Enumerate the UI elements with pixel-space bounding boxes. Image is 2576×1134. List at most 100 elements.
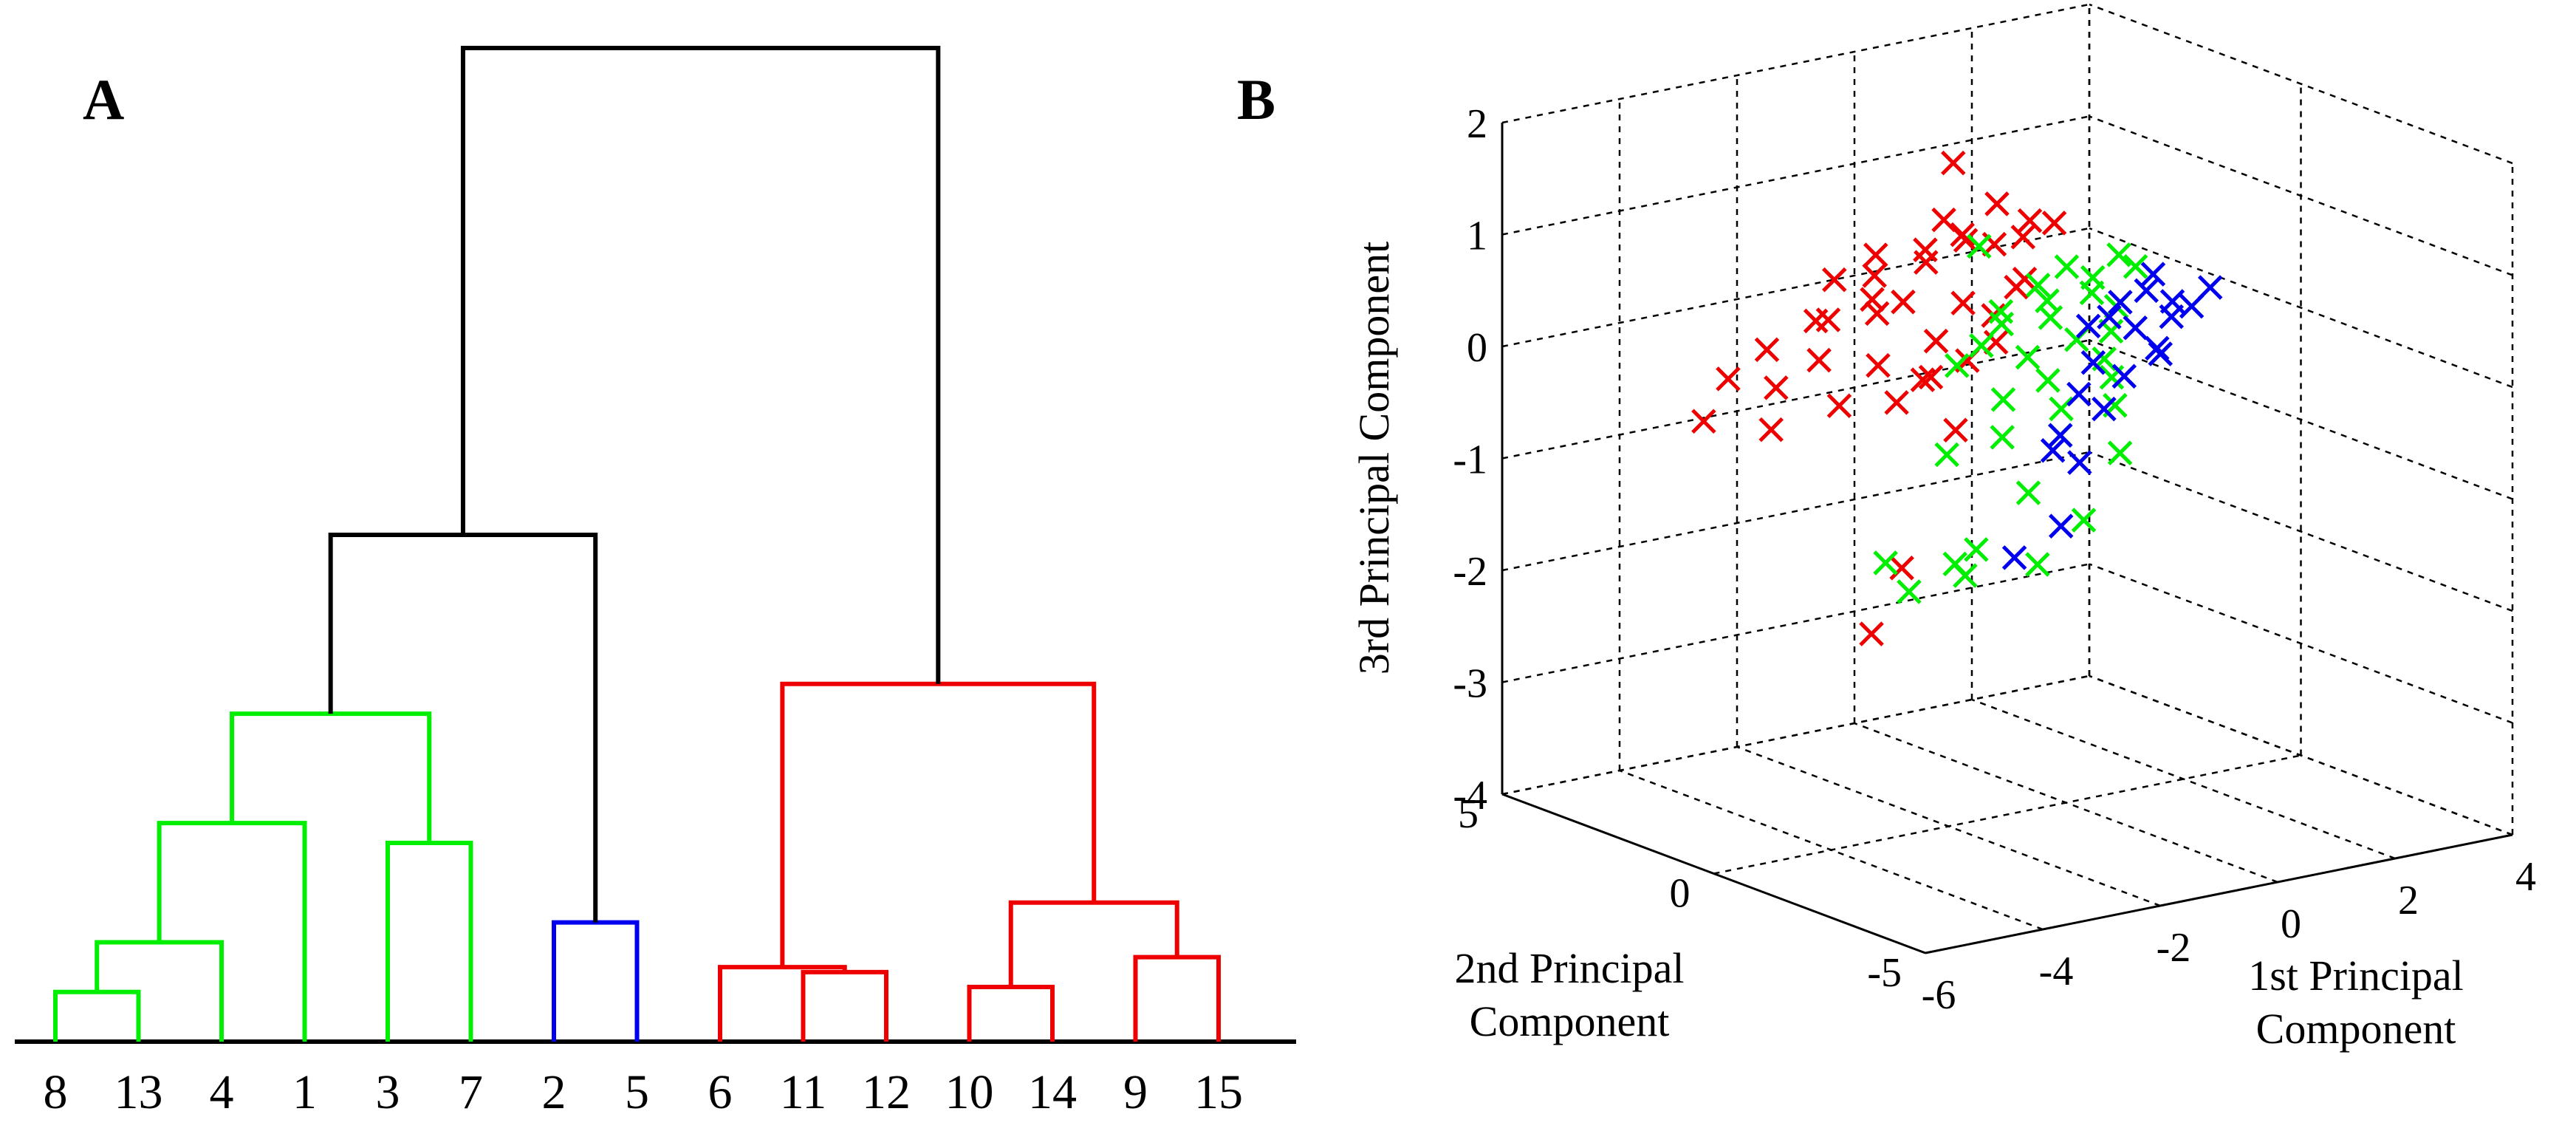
scatter-point-red xyxy=(1691,409,1716,434)
scatter-point-red xyxy=(1983,329,2009,355)
x-tick-label: -6 xyxy=(1922,972,1956,1018)
scatter-point-blue xyxy=(2080,349,2106,375)
scatter-point-red xyxy=(1889,556,1914,581)
scatter-point-blue xyxy=(2111,363,2137,389)
dendrogram-link-g4 xyxy=(386,841,473,1042)
y-tick-label: 0 xyxy=(1670,871,1690,917)
dendrogram-link-r6 xyxy=(780,681,1097,968)
scatter-point-green xyxy=(1873,550,1898,575)
z-tick-label: -3 xyxy=(1453,661,1487,707)
leaf-label: 6 xyxy=(708,1065,733,1119)
scatter-point-green xyxy=(1966,233,1992,259)
dendrogram-link-r5 xyxy=(1008,900,1179,988)
dendrogram-link-g3 xyxy=(157,821,307,1042)
grid-backy-z xyxy=(1501,674,2090,796)
scatter-point-blue xyxy=(2197,275,2223,300)
leaf-label: 9 xyxy=(1123,1065,1148,1119)
scatter-point-green xyxy=(1934,442,1959,468)
dendrogram-link-r1 xyxy=(801,969,888,1042)
z-tick-label: 2 xyxy=(1467,101,1487,147)
scatter-point-blue xyxy=(2040,437,2066,463)
leaf-label: 12 xyxy=(862,1065,911,1119)
scatter-point-red xyxy=(1941,150,1966,176)
scatter-point-red xyxy=(1859,621,1884,646)
scatter-point-red xyxy=(1953,228,1979,253)
y-tick-label: 5 xyxy=(1458,791,1479,837)
grid-backx-z xyxy=(2089,563,2513,724)
scatter-point-red xyxy=(1826,393,1852,419)
grid-backy-z xyxy=(1501,3,2090,124)
scatter-point-blue xyxy=(2148,341,2174,366)
scatter-point-red xyxy=(1914,250,1939,275)
scatter-point-green xyxy=(2107,440,2133,465)
scatter-point-blue xyxy=(2066,381,2092,407)
scatter-point-green xyxy=(1989,311,2015,337)
scatter-point-green xyxy=(2015,344,2041,370)
dendrogram-link-k1 xyxy=(328,533,598,923)
leaf-label: 4 xyxy=(210,1065,234,1119)
scatter-point-green xyxy=(1964,537,1989,562)
grid-backx-z xyxy=(2089,3,2513,165)
scatter-point-red xyxy=(1884,390,1909,415)
scatter-point-red xyxy=(1864,301,1890,327)
z-tick-label: -2 xyxy=(1453,549,1487,595)
z-tick-label: 1 xyxy=(1467,214,1487,259)
grid-backy-z xyxy=(1501,115,2090,236)
scatter-point-blue xyxy=(2134,278,2159,304)
scatter-point-blue xyxy=(2067,450,2092,475)
dendrogram-link-g1 xyxy=(53,989,141,1042)
z-tick-label: -4 xyxy=(1453,773,1487,819)
scatter-point-green xyxy=(1990,387,2016,412)
leaf-label: 1 xyxy=(292,1065,317,1119)
dendrogram-link-r3 xyxy=(967,985,1055,1042)
scatter-point-blue xyxy=(2001,545,2027,570)
dendrogram-link-r2 xyxy=(718,965,847,1042)
dendrogram-link-k2 xyxy=(460,46,941,684)
scatter-point-green xyxy=(2106,242,2131,267)
grid-backy-z xyxy=(1501,451,2090,572)
z-axis-label: 3rd Principal Component xyxy=(1350,242,1398,674)
grid-floor-y xyxy=(1713,754,2301,875)
scatter-point-blue xyxy=(2075,313,2101,339)
scatter-point-blue xyxy=(2048,513,2074,539)
scatter-point-green xyxy=(2038,305,2063,330)
scatter-point-green xyxy=(2035,368,2061,393)
scatter-point-red xyxy=(1931,207,1956,233)
x-tick-label: -2 xyxy=(2157,925,2191,971)
grid-backx-z xyxy=(2089,115,2513,276)
scatter-point-red xyxy=(1950,290,1976,316)
grid-backy-z xyxy=(1501,227,2090,348)
scatter-point-green xyxy=(1897,579,1922,604)
dendrogram-link-r4 xyxy=(1133,954,1221,1042)
scatter-point-red xyxy=(1754,337,1780,363)
y-tick-label: -5 xyxy=(1867,950,1902,996)
grid-backy-z xyxy=(1501,563,2090,683)
scatter-point-blue xyxy=(2140,262,2166,287)
z-tick-label: -1 xyxy=(1453,437,1487,483)
scatter-point-red xyxy=(1822,267,1847,293)
y-axis-line xyxy=(1501,793,1926,954)
grid-backx-z xyxy=(2089,339,2513,500)
scatter-point-green xyxy=(2054,254,2080,279)
scatter-point-green xyxy=(2049,396,2074,422)
y-axis-label: 2nd Principal Component xyxy=(1455,944,1685,1045)
scatter-point-green xyxy=(1953,563,1978,588)
scatter-point-blue xyxy=(2159,304,2185,329)
scatter-point-red xyxy=(1943,417,1968,443)
grid-backx-z xyxy=(2089,451,2513,612)
scatter-point-blue xyxy=(2123,315,2148,341)
scatter-point-red xyxy=(1862,263,1887,288)
leaf-label: 3 xyxy=(376,1065,400,1119)
scatter-point-red xyxy=(1758,417,1784,443)
leaf-label: 10 xyxy=(945,1065,994,1119)
grid-backy-z xyxy=(1501,339,2090,460)
scatter-point-red xyxy=(1984,191,2010,216)
scatter-point-red xyxy=(1716,366,1741,392)
scatter-point-blue xyxy=(2108,290,2133,315)
scatter-point-red xyxy=(1891,289,1916,315)
dendrogram-link-b1 xyxy=(552,920,640,1042)
leaf-label: 13 xyxy=(114,1065,163,1119)
leaf-label: 15 xyxy=(1194,1065,1243,1119)
scatter-point-green xyxy=(2123,253,2148,279)
